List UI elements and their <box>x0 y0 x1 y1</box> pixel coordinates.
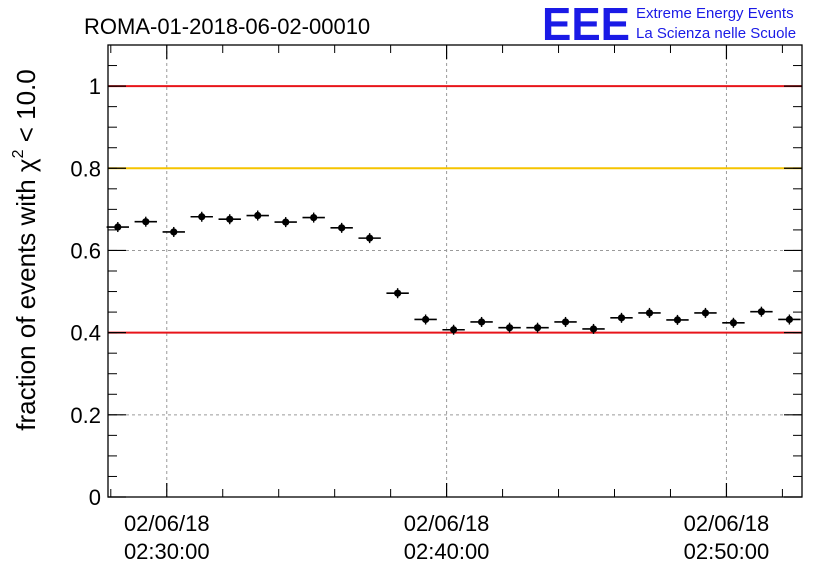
x-tick-label-date: 02/06/18 <box>124 511 210 536</box>
data-point-marker <box>701 309 710 317</box>
tick-labels: 0 0.2 0.4 0.6 0.8 1 02/06/18 02:30:00 02/06/18 02… <box>70 74 769 564</box>
x-tick-label-date: 02/06/18 <box>684 511 770 536</box>
data-point <box>750 306 773 317</box>
y-axis-label-post: < 10.0 <box>11 69 41 149</box>
y-tick-label: 0.4 <box>70 321 101 346</box>
data-point <box>218 214 241 225</box>
y-tick-label: 0.2 <box>70 403 101 428</box>
data-point-marker <box>114 223 122 231</box>
y-axis-label-chi: χ <box>11 158 41 172</box>
data-point-marker <box>757 308 766 316</box>
x-tick-label-time: 02:30:00 <box>124 539 210 564</box>
y-tick-label: 0.8 <box>70 156 101 181</box>
chart-title: ROMA-01-2018-06-02-00010 <box>84 14 370 39</box>
axis-ticks <box>108 44 802 498</box>
data-point-marker <box>366 234 374 242</box>
eee-logo: EEE Extreme Energy Events La Scienza nel… <box>542 0 796 50</box>
grid-lines <box>108 45 802 497</box>
data-point-marker <box>673 316 682 324</box>
data-point <box>162 226 185 237</box>
data-point <box>778 314 801 325</box>
data-point-marker <box>170 228 178 236</box>
eee-logo-letters: EEE <box>542 0 630 50</box>
data-point <box>498 322 521 333</box>
data-point-marker <box>589 325 598 333</box>
logo-line-1: Extreme Energy Events <box>636 5 794 22</box>
plot-frame <box>107 44 803 498</box>
data-point <box>470 316 493 327</box>
data-point-marker <box>450 326 458 334</box>
data-point <box>582 323 605 334</box>
data-point-marker <box>394 289 402 297</box>
data-point-marker <box>226 215 234 223</box>
y-tick-label: 0.6 <box>70 238 101 263</box>
data-points <box>106 210 801 335</box>
data-point <box>386 288 409 299</box>
x-tick-label-time: 02:50:00 <box>684 539 770 564</box>
data-point-marker <box>422 315 430 324</box>
data-point-marker <box>310 213 318 222</box>
data-point-marker <box>785 315 794 324</box>
data-point-marker <box>561 318 570 326</box>
data-point <box>274 217 297 228</box>
data-point <box>302 212 325 223</box>
data-point-marker <box>198 213 206 221</box>
data-point <box>414 314 437 325</box>
y-tick-label: 1 <box>89 74 101 99</box>
logo-line-2: La Scienza nelle Scuole <box>636 25 796 42</box>
data-point <box>330 222 353 233</box>
data-point <box>694 307 717 318</box>
x-tick-label-date: 02/06/18 <box>404 511 490 536</box>
y-axis-label-pre: fraction of events with <box>11 172 41 431</box>
data-point-marker <box>533 324 542 332</box>
data-point-marker <box>338 224 346 232</box>
data-point <box>526 322 549 333</box>
data-point <box>442 324 465 335</box>
y-axis-label-sup: 2 <box>10 149 27 158</box>
data-point-marker <box>282 218 290 226</box>
data-point-marker <box>477 318 486 326</box>
data-point <box>358 233 381 244</box>
data-point <box>134 216 157 227</box>
data-point <box>666 314 689 325</box>
reference-lines <box>108 85 802 334</box>
data-point-marker <box>505 324 514 332</box>
data-point <box>610 312 633 323</box>
data-point <box>106 222 129 233</box>
y-axis-label: fraction of events with χ2 < 10.0 <box>10 69 41 430</box>
data-point-marker <box>617 314 626 322</box>
data-point-marker <box>729 319 738 327</box>
y-tick-label: 0 <box>89 485 101 510</box>
data-point <box>190 211 213 222</box>
data-point <box>554 316 577 327</box>
data-point-marker <box>142 218 150 226</box>
data-point <box>246 210 269 221</box>
data-point-marker <box>254 211 262 220</box>
data-point-marker <box>645 309 654 317</box>
x-tick-label-time: 02:40:00 <box>404 539 490 564</box>
data-point <box>722 317 745 328</box>
data-point <box>638 307 661 318</box>
